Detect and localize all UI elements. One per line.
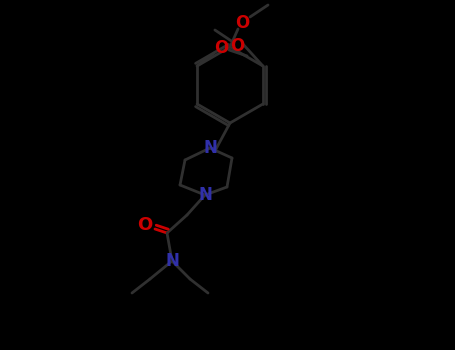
- Text: O: O: [137, 216, 152, 234]
- Text: N: N: [198, 186, 212, 204]
- Text: N: N: [203, 139, 217, 157]
- Text: O: O: [235, 14, 249, 32]
- Text: O: O: [230, 37, 244, 55]
- Text: N: N: [165, 252, 179, 270]
- Text: O: O: [214, 39, 228, 57]
